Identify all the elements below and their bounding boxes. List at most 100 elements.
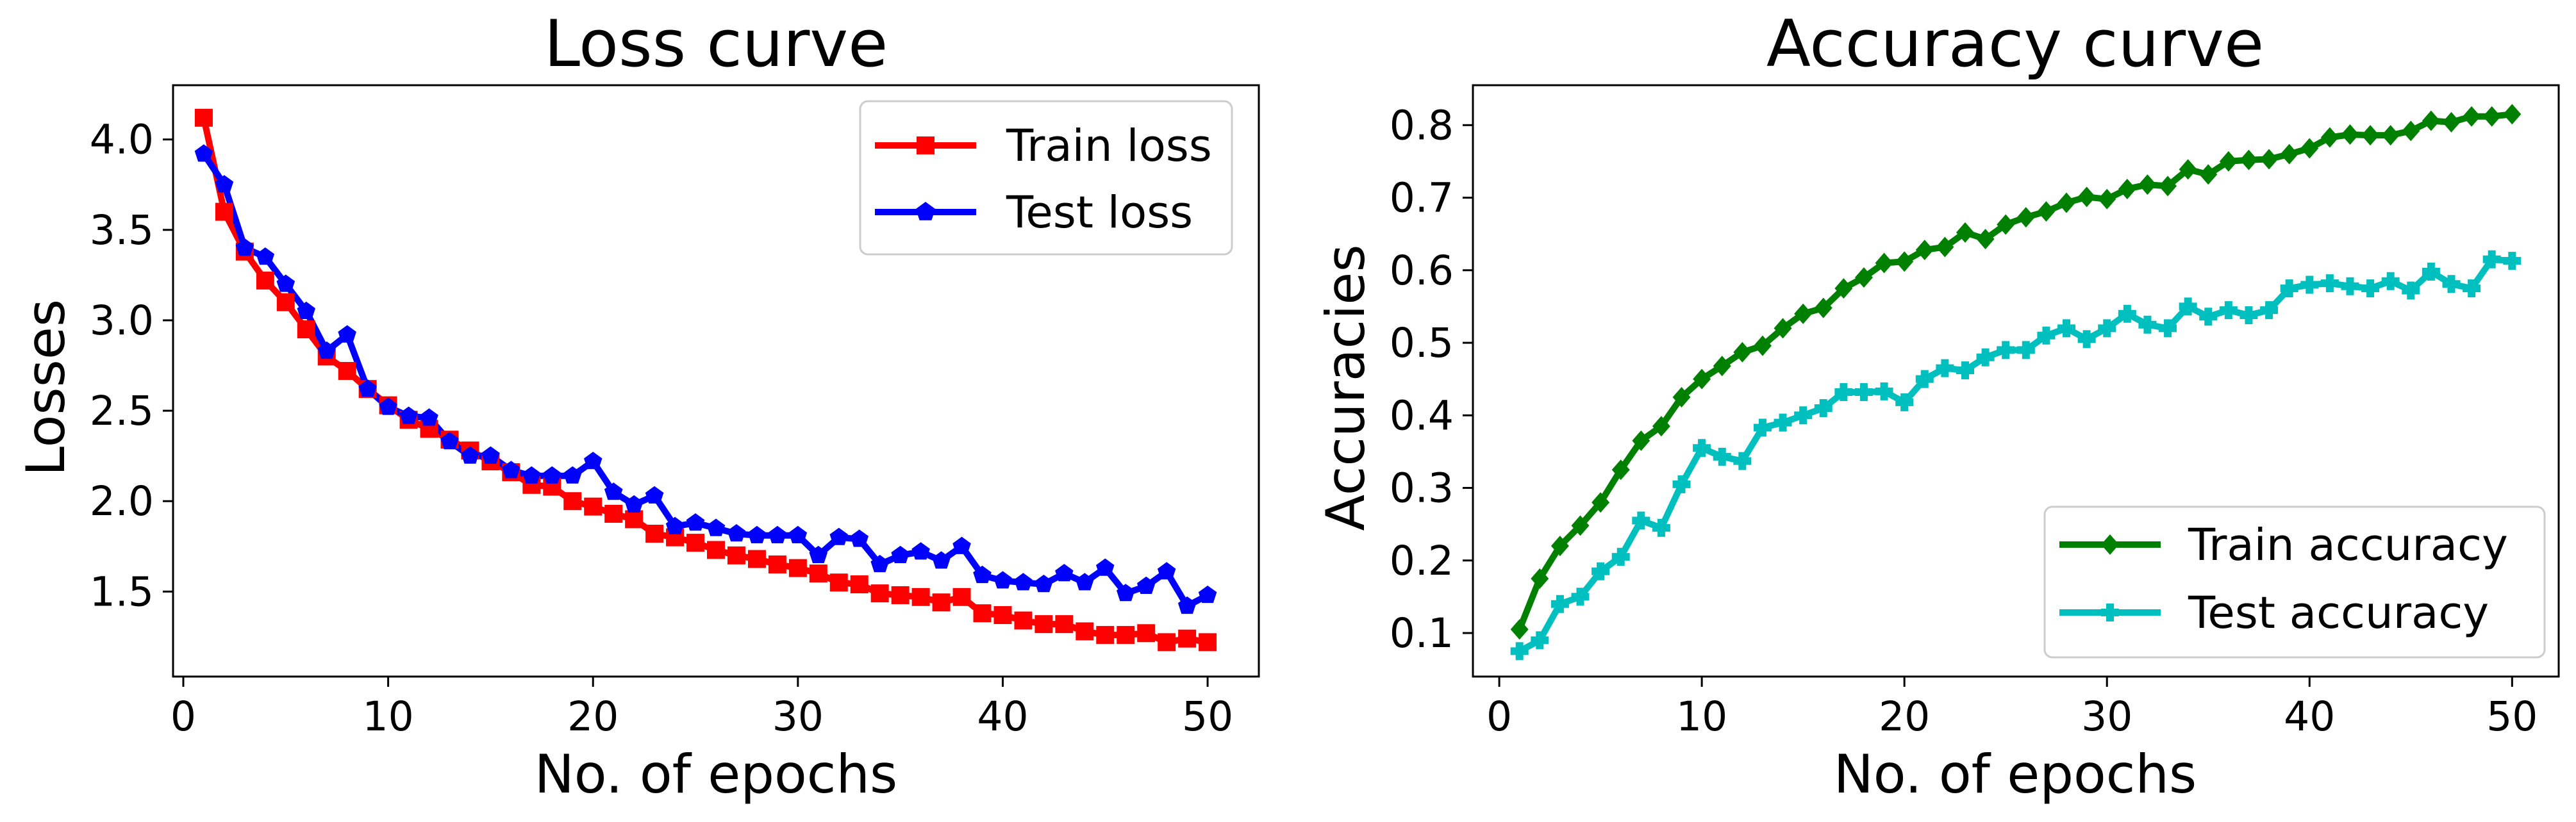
- test-loss-point: [665, 516, 685, 534]
- test-loss-point: [215, 175, 234, 193]
- test-accuracy-point: [1713, 447, 1731, 466]
- test-loss-point: [399, 406, 418, 424]
- accuracy-x-tick-label: 0: [1486, 693, 1512, 740]
- test-accuracy-point: [2463, 279, 2481, 298]
- test-loss-point: [1198, 586, 1217, 604]
- train-accuracy-point: [1531, 568, 1549, 589]
- train-accuracy-point: [2219, 151, 2238, 172]
- loss-y-tick-label: 2.5: [90, 388, 154, 434]
- train-accuracy-point: [1753, 335, 1772, 356]
- test-loss-point: [481, 446, 500, 464]
- train-accuracy-point: [2402, 120, 2420, 142]
- train-loss-point: [768, 555, 786, 573]
- test-loss-point: [338, 325, 356, 343]
- legend-marker-test-accuracy: [2101, 604, 2119, 621]
- test-loss-point: [440, 432, 459, 450]
- train-accuracy-point: [1997, 214, 2015, 235]
- train-loss-point: [809, 564, 827, 583]
- train-accuracy-point: [2482, 106, 2501, 127]
- test-accuracy-point: [1652, 518, 1670, 537]
- test-accuracy-point: [2503, 252, 2522, 270]
- train-loss-point: [1096, 626, 1115, 645]
- test-loss-point: [502, 461, 520, 479]
- train-accuracy-point: [2159, 176, 2177, 197]
- test-loss-point: [788, 525, 808, 543]
- legend-label-test-accuracy: Test accuracy: [2188, 588, 2489, 639]
- train-loss-point: [584, 497, 602, 516]
- test-loss-point: [911, 542, 930, 560]
- loss-x-axis-label: No. of epochs: [535, 743, 898, 805]
- test-loss-point: [870, 555, 889, 573]
- train-accuracy-point: [2381, 125, 2400, 146]
- test-loss-point: [235, 238, 254, 256]
- test-loss-point: [276, 274, 295, 292]
- test-loss-point: [727, 524, 746, 542]
- test-loss-point: [604, 482, 623, 500]
- train-loss-point: [1014, 611, 1033, 630]
- test-accuracy-point: [1834, 383, 1853, 402]
- loss-chart: Loss curve No. of epochs Losses 0 10 20 30 4…: [15, 6, 1260, 805]
- test-loss-point: [256, 247, 275, 265]
- legend-label-train-loss: Train loss: [1006, 120, 1212, 172]
- train-accuracy-point: [2280, 144, 2298, 165]
- train-accuracy-point: [2300, 138, 2319, 159]
- test-accuracy-point: [2239, 306, 2258, 325]
- test-accuracy-point: [2300, 275, 2319, 294]
- test-loss-point: [584, 452, 602, 470]
- test-accuracy-point: [1794, 406, 1813, 425]
- train-loss-point: [645, 525, 664, 543]
- test-accuracy-point: [1956, 361, 1974, 380]
- loss-legend: Train loss Test loss: [859, 100, 1233, 256]
- train-loss-point: [276, 293, 295, 311]
- accuracy-y-tick-label: 0.2: [1390, 538, 1454, 584]
- test-accuracy-point: [1875, 382, 1893, 400]
- test-loss-point: [522, 466, 541, 484]
- train-loss-point: [993, 606, 1012, 625]
- loss-x-tick-label: 30: [772, 693, 824, 740]
- test-accuracy-point: [1976, 348, 1995, 366]
- train-loss-point: [297, 320, 315, 339]
- train-accuracy-point: [1976, 229, 1995, 250]
- train-loss-point: [747, 550, 766, 568]
- train-accuracy-point: [2199, 164, 2218, 185]
- test-accuracy-point: [2077, 330, 2096, 349]
- test-accuracy-point: [2219, 301, 2238, 320]
- accuracy-x-tick-label: 10: [1676, 693, 1727, 740]
- test-loss-point: [809, 545, 828, 563]
- train-accuracy-point: [1652, 416, 1670, 437]
- test-accuracy-point: [2320, 274, 2339, 293]
- test-loss-point: [993, 571, 1012, 589]
- train-accuracy-point: [2239, 149, 2258, 170]
- train-accuracy-point: [1591, 492, 1610, 513]
- test-accuracy-point: [2057, 319, 2076, 338]
- accuracy-x-tick-label: 20: [1879, 693, 1930, 740]
- test-loss-point: [952, 536, 971, 554]
- train-accuracy-point: [1794, 303, 1813, 324]
- test-loss-point: [932, 551, 951, 569]
- train-accuracy-point: [1611, 459, 1630, 481]
- test-loss-point: [1076, 573, 1094, 591]
- test-loss-point: [706, 518, 726, 536]
- accuracy-y-tick-label: 0.1: [1390, 610, 1454, 657]
- train-loss-point: [1178, 629, 1197, 648]
- accuracy-y-tick-label: 0.4: [1390, 392, 1454, 439]
- train-loss-point: [973, 604, 992, 623]
- accuracy-y-tick-label: 0.8: [1390, 102, 1454, 149]
- train-accuracy-point: [1875, 252, 1893, 274]
- test-accuracy-point: [1632, 511, 1650, 530]
- accuracy-y-tick-label: 0.6: [1390, 247, 1454, 294]
- loss-x-tick-label: 40: [977, 693, 1028, 740]
- test-loss-point: [297, 301, 315, 319]
- legend-label-train-accuracy: Train accuracy: [2188, 520, 2508, 571]
- test-accuracy-point: [2482, 250, 2501, 268]
- test-loss-point: [543, 466, 561, 484]
- test-accuracy-point: [2422, 263, 2440, 281]
- loss-y-tick-label: 4.0: [90, 117, 154, 163]
- test-loss-point: [829, 527, 848, 545]
- accuracy-chart-title: Accuracy curve: [1766, 6, 2264, 81]
- legend-marker-test-loss: [915, 202, 936, 220]
- test-accuracy-point: [2260, 301, 2279, 320]
- train-loss-point: [1055, 615, 1074, 634]
- train-accuracy-point: [2320, 127, 2339, 148]
- accuracy-x-tick-label: 50: [2486, 693, 2538, 740]
